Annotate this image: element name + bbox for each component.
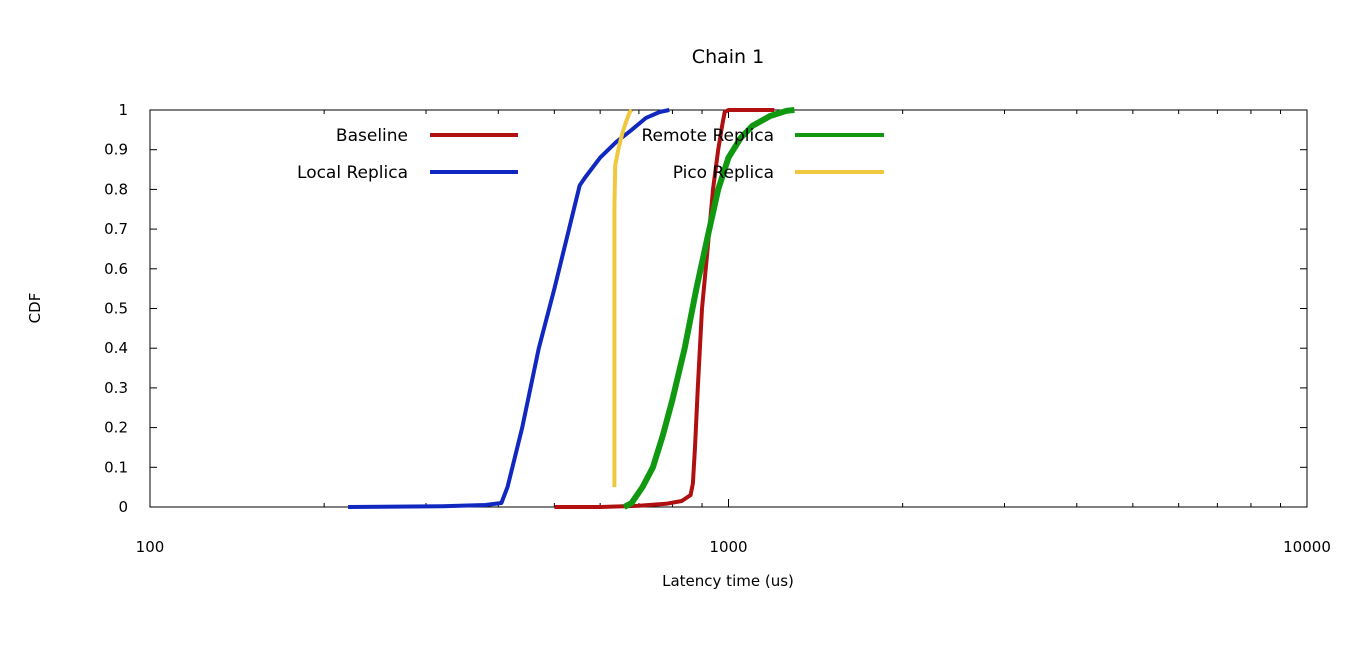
legend-label: Pico Replica bbox=[673, 163, 774, 183]
legend: Baseline Local Replica Remote Replica Pico … bbox=[297, 126, 884, 183]
series-line-local-replica bbox=[348, 108, 670, 509]
x-axis: 100 1000 10000 bbox=[136, 110, 1331, 556]
y-tick-label: 0.4 bbox=[104, 339, 128, 357]
y-tick-label: 0.5 bbox=[104, 300, 128, 318]
y-tick-label: 0.3 bbox=[104, 379, 128, 397]
series-line-remote-replica bbox=[622, 107, 795, 510]
legend-label: Local Replica bbox=[297, 163, 408, 183]
legend-label: Baseline bbox=[336, 126, 408, 146]
y-tick-label: 0.1 bbox=[104, 458, 128, 476]
y-tick-label: 0.6 bbox=[104, 260, 128, 278]
x-tick-label: 100 bbox=[136, 538, 165, 556]
series-line-pico-replica bbox=[612, 108, 634, 488]
y-axis: 0 0.1 0.2 0.3 0.4 0.5 0.6 0.7 0.8 0.9 1 bbox=[104, 101, 1307, 516]
plot-area bbox=[149, 109, 1308, 508]
x-tick-label: 1000 bbox=[709, 538, 747, 556]
y-axis-label: CDF bbox=[26, 293, 44, 324]
x-tick-label: 10000 bbox=[1283, 538, 1331, 556]
series-line-baseline bbox=[554, 108, 775, 509]
y-tick-label: 0.7 bbox=[104, 220, 128, 238]
y-tick-label: 1 bbox=[118, 101, 128, 119]
y-tick-label: 0.8 bbox=[104, 180, 128, 198]
chart-title: Chain 1 bbox=[692, 46, 764, 68]
x-axis-label: Latency time (us) bbox=[662, 572, 794, 590]
series-group bbox=[348, 107, 795, 510]
y-tick-label: 0.9 bbox=[104, 141, 128, 159]
legend-label: Remote Replica bbox=[641, 126, 774, 146]
y-tick-label: 0 bbox=[118, 498, 128, 516]
y-tick-label: 0.2 bbox=[104, 419, 128, 437]
